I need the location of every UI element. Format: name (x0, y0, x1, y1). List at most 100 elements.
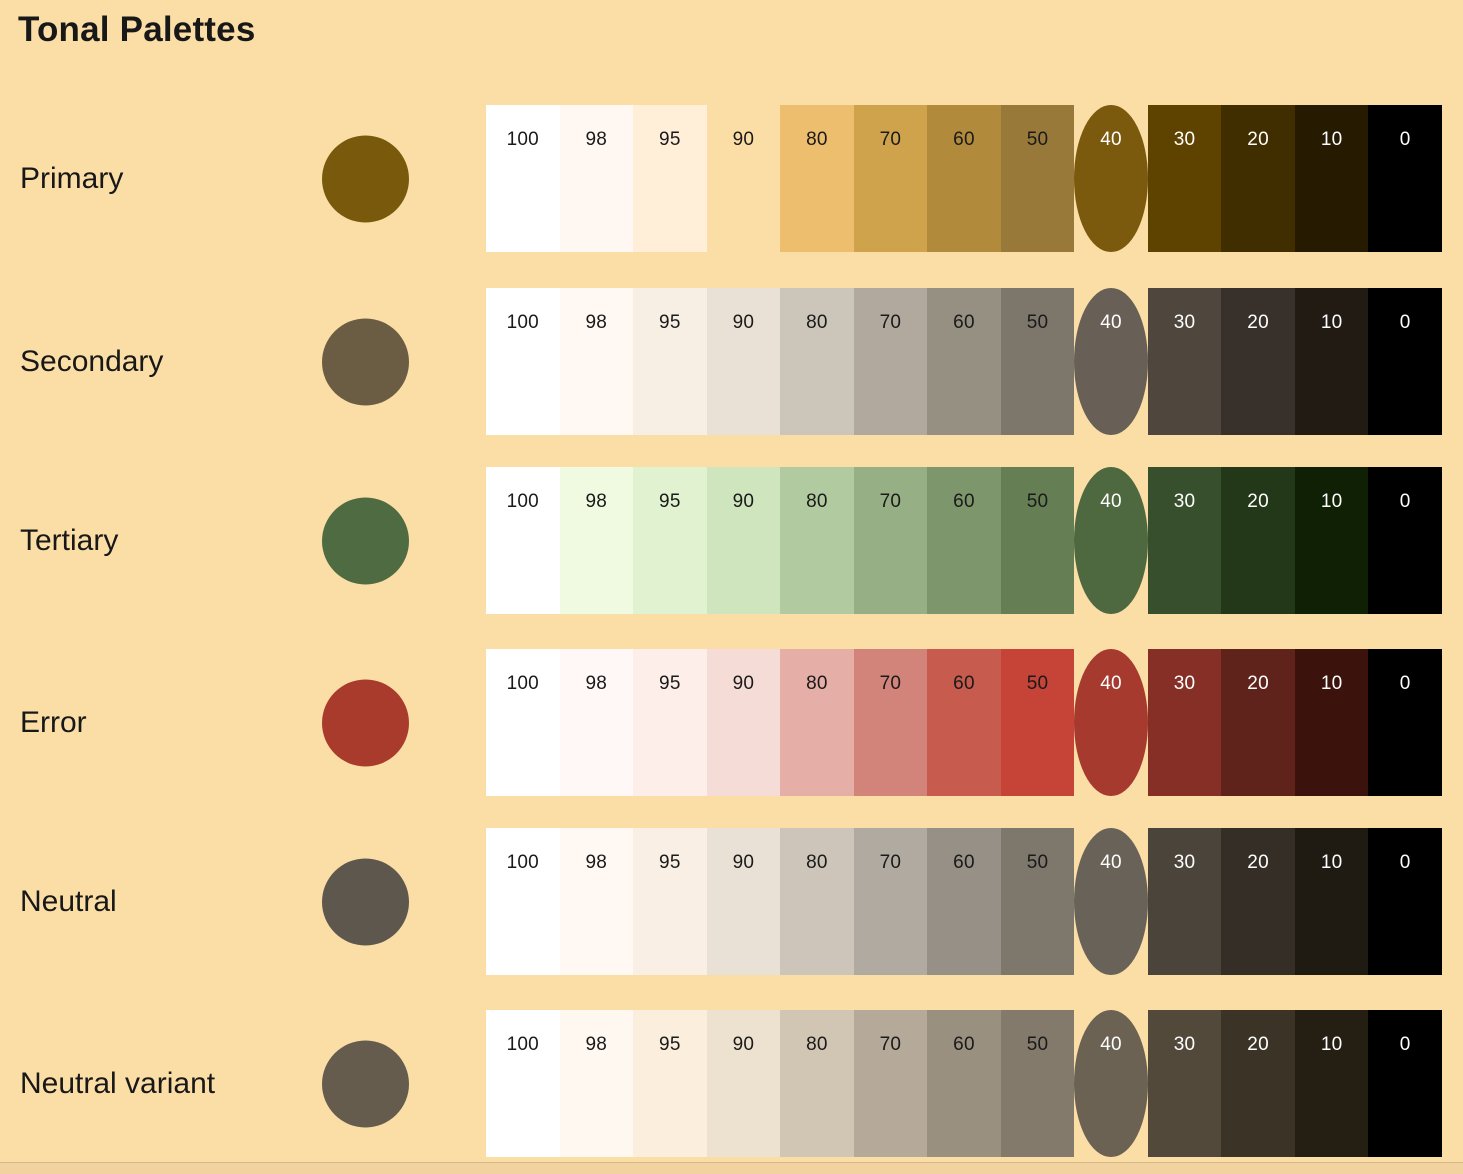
next-section-edge (0, 1162, 1463, 1174)
tone-swatch-neutral-variant-30[interactable]: 30 (1147, 1010, 1222, 1157)
tone-label-primary-95: 95 (659, 129, 681, 150)
tone-swatch-neutral-variant-70[interactable]: 70 (853, 1010, 928, 1157)
tone-swatch-primary-0[interactable]: 0 (1368, 105, 1442, 252)
tone-swatch-neutral-70[interactable]: 70 (853, 828, 928, 975)
tone-swatch-primary-80[interactable]: 80 (780, 105, 854, 252)
palette-label-secondary: Secondary (20, 344, 164, 378)
palette-row-secondary: Secondary 100 98 95 90 80 70 60 50 40 30 20 10 0 (0, 288, 1463, 435)
tone-swatch-secondary-0[interactable]: 0 (1368, 288, 1442, 435)
tone-swatch-primary-60[interactable]: 60 (927, 105, 1001, 252)
tone-swatch-secondary-98[interactable]: 98 (559, 288, 634, 435)
tone-label-neutral-60: 60 (953, 852, 975, 873)
tone-swatch-neutral-90[interactable]: 90 (706, 828, 781, 975)
tone-swatch-tertiary-60[interactable]: 60 (927, 467, 1001, 614)
tone-swatch-secondary-100[interactable]: 100 (486, 288, 560, 435)
tone-label-secondary-10: 10 (1320, 312, 1343, 333)
tone-swatch-neutral-80[interactable]: 80 (780, 828, 854, 975)
tone-swatch-error-10[interactable]: 10 (1294, 649, 1369, 796)
tone-swatch-neutral-variant-60[interactable]: 60 (927, 1010, 1001, 1157)
tone-swatch-secondary-40[interactable]: 40 (1074, 288, 1148, 435)
tonal-strip-neutral-variant: 100 98 95 90 80 70 60 50 40 30 20 10 0 (486, 1010, 1442, 1157)
tone-label-error-20: 20 (1247, 673, 1269, 694)
tone-swatch-neutral-variant-80[interactable]: 80 (780, 1010, 854, 1157)
tone-swatch-tertiary-90[interactable]: 90 (706, 467, 781, 614)
tone-swatch-neutral-40[interactable]: 40 (1074, 828, 1148, 975)
palette-row-neutral: Neutral 100 98 95 90 80 70 60 50 40 30 20 10 0 (0, 828, 1463, 975)
tone-swatch-primary-40[interactable]: 40 (1074, 105, 1148, 252)
tone-swatch-primary-95[interactable]: 95 (633, 105, 707, 252)
tone-swatch-error-40[interactable]: 40 (1074, 649, 1148, 796)
tone-label-error-50: 50 (1026, 673, 1049, 694)
tone-swatch-secondary-20[interactable]: 20 (1221, 288, 1295, 435)
tone-swatch-neutral-10[interactable]: 10 (1294, 828, 1369, 975)
tone-swatch-neutral-variant-10[interactable]: 10 (1294, 1010, 1369, 1157)
tone-swatch-tertiary-98[interactable]: 98 (559, 467, 634, 614)
tone-swatch-secondary-30[interactable]: 30 (1147, 288, 1222, 435)
tone-swatch-primary-30[interactable]: 30 (1147, 105, 1222, 252)
tone-swatch-secondary-80[interactable]: 80 (780, 288, 854, 435)
tone-label-neutral-variant-100: 100 (506, 1034, 539, 1055)
tone-swatch-neutral-variant-40[interactable]: 40 (1074, 1010, 1148, 1157)
tone-swatch-secondary-70[interactable]: 70 (853, 288, 928, 435)
tone-swatch-tertiary-80[interactable]: 80 (780, 467, 854, 614)
tone-swatch-secondary-60[interactable]: 60 (927, 288, 1001, 435)
tone-swatch-neutral-100[interactable]: 100 (486, 828, 560, 975)
tone-label-secondary-0: 0 (1399, 312, 1411, 333)
tone-swatch-error-50[interactable]: 50 (1000, 649, 1075, 796)
tone-swatch-tertiary-0[interactable]: 0 (1368, 467, 1442, 614)
tone-label-neutral-80: 80 (806, 852, 828, 873)
tone-swatch-error-95[interactable]: 95 (633, 649, 707, 796)
tone-swatch-neutral-20[interactable]: 20 (1221, 828, 1295, 975)
tone-label-tertiary-95: 95 (659, 491, 681, 512)
tone-swatch-error-80[interactable]: 80 (780, 649, 854, 796)
tone-swatch-primary-70[interactable]: 70 (853, 105, 928, 252)
tone-swatch-neutral-95[interactable]: 95 (633, 828, 707, 975)
tone-label-neutral-98: 98 (585, 852, 608, 873)
tone-swatch-neutral-variant-50[interactable]: 50 (1000, 1010, 1075, 1157)
tone-swatch-tertiary-100[interactable]: 100 (486, 467, 560, 614)
tone-swatch-tertiary-20[interactable]: 20 (1221, 467, 1295, 614)
tone-swatch-secondary-50[interactable]: 50 (1000, 288, 1075, 435)
tone-swatch-error-100[interactable]: 100 (486, 649, 560, 796)
tone-swatch-neutral-variant-98[interactable]: 98 (559, 1010, 634, 1157)
tone-swatch-tertiary-50[interactable]: 50 (1000, 467, 1075, 614)
tone-swatch-neutral-variant-95[interactable]: 95 (633, 1010, 707, 1157)
tone-swatch-neutral-30[interactable]: 30 (1147, 828, 1222, 975)
tone-swatch-tertiary-30[interactable]: 30 (1147, 467, 1222, 614)
tone-swatch-tertiary-95[interactable]: 95 (633, 467, 707, 614)
tone-swatch-error-0[interactable]: 0 (1368, 649, 1442, 796)
palette-row-error: Error 100 98 95 90 80 70 60 50 40 30 20 10 0 (0, 649, 1463, 796)
tone-swatch-error-30[interactable]: 30 (1147, 649, 1222, 796)
tone-swatch-error-70[interactable]: 70 (853, 649, 928, 796)
tone-swatch-neutral-variant-20[interactable]: 20 (1221, 1010, 1295, 1157)
tone-swatch-tertiary-70[interactable]: 70 (853, 467, 928, 614)
tone-swatch-primary-90[interactable]: 90 (706, 105, 781, 252)
tone-swatch-primary-50[interactable]: 50 (1000, 105, 1075, 252)
tone-swatch-tertiary-40[interactable]: 40 (1074, 467, 1148, 614)
tone-swatch-neutral-98[interactable]: 98 (559, 828, 634, 975)
tone-label-secondary-20: 20 (1247, 312, 1269, 333)
tone-swatch-neutral-variant-100[interactable]: 100 (486, 1010, 560, 1157)
key-color-circle-tertiary (322, 497, 409, 584)
tone-swatch-secondary-90[interactable]: 90 (706, 288, 781, 435)
tone-swatch-error-20[interactable]: 20 (1221, 649, 1295, 796)
tone-swatch-secondary-95[interactable]: 95 (633, 288, 707, 435)
tone-swatch-neutral-variant-90[interactable]: 90 (706, 1010, 781, 1157)
tone-label-tertiary-100: 100 (506, 491, 539, 512)
tone-swatch-primary-10[interactable]: 10 (1294, 105, 1369, 252)
tone-swatch-secondary-10[interactable]: 10 (1294, 288, 1369, 435)
tone-swatch-neutral-60[interactable]: 60 (927, 828, 1001, 975)
tone-swatch-primary-100[interactable]: 100 (486, 105, 560, 252)
tone-swatch-neutral-50[interactable]: 50 (1000, 828, 1075, 975)
tone-swatch-primary-20[interactable]: 20 (1221, 105, 1295, 252)
tone-label-primary-40: 40 (1100, 129, 1122, 150)
tone-label-tertiary-10: 10 (1320, 491, 1343, 512)
tone-swatch-neutral-0[interactable]: 0 (1368, 828, 1442, 975)
tone-swatch-error-90[interactable]: 90 (706, 649, 781, 796)
tone-label-error-0: 0 (1399, 673, 1411, 694)
tone-swatch-neutral-variant-0[interactable]: 0 (1368, 1010, 1442, 1157)
tone-swatch-primary-98[interactable]: 98 (559, 105, 634, 252)
tone-swatch-error-98[interactable]: 98 (559, 649, 634, 796)
tone-swatch-tertiary-10[interactable]: 10 (1294, 467, 1369, 614)
tone-swatch-error-60[interactable]: 60 (927, 649, 1001, 796)
